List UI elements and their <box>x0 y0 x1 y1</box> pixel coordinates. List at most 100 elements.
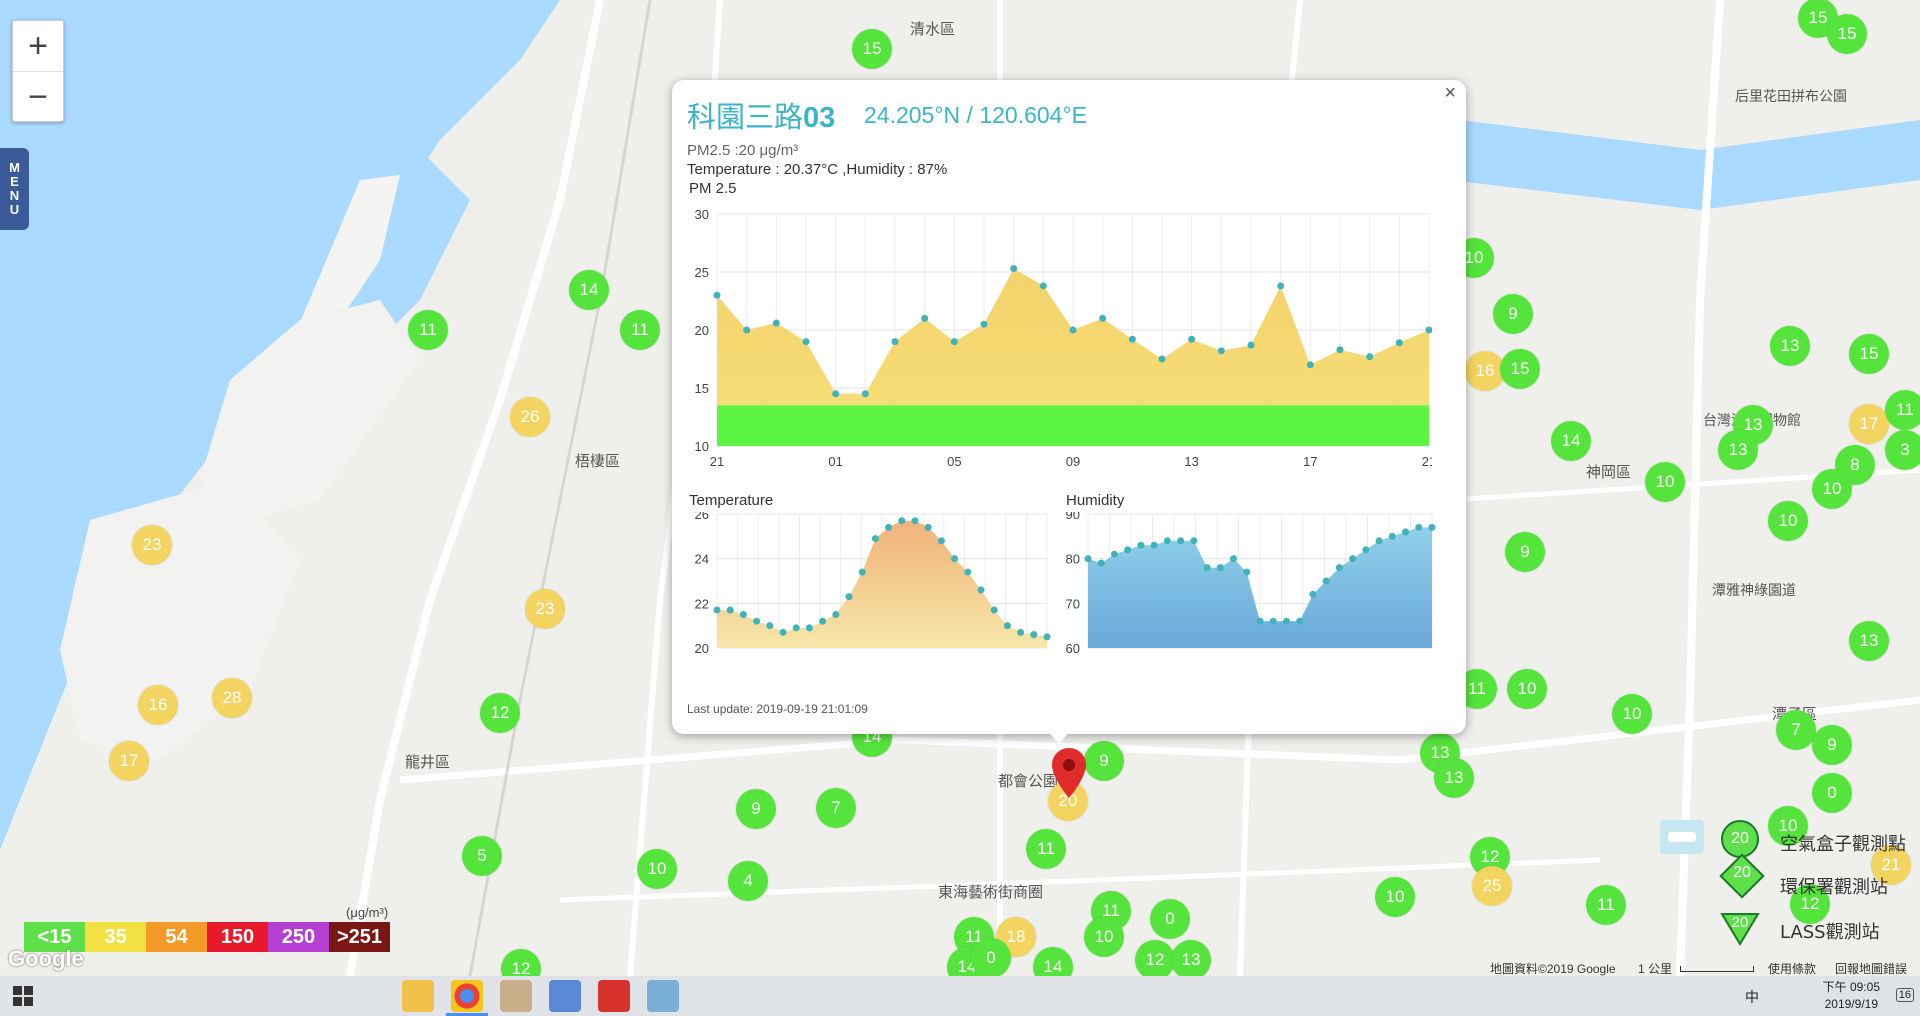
station-marker[interactable]: 9 <box>1812 725 1852 765</box>
station-marker[interactable]: 10 <box>1768 501 1808 541</box>
popup-pointer <box>1047 730 1071 744</box>
station-marker[interactable]: 14 <box>569 270 609 310</box>
station-marker[interactable]: 12 <box>480 693 520 733</box>
clock-time: 下午 09:05 <box>1822 980 1880 994</box>
station-marker[interactable]: 10 <box>1812 469 1852 509</box>
station-marker[interactable]: 21 <box>1871 845 1911 885</box>
station-marker[interactable]: 9 <box>1493 294 1533 334</box>
station-marker[interactable]: 7 <box>1776 710 1816 750</box>
station-marker[interactable]: 11 <box>1026 829 1066 869</box>
data-point <box>1084 555 1092 563</box>
station-marker[interactable]: 7 <box>816 788 856 828</box>
station-coords: 24.205°N / 120.604°E <box>864 102 1088 128</box>
station-marker[interactable]: 15 <box>1849 334 1889 374</box>
notification-badge[interactable]: 16 <box>1895 988 1914 1002</box>
station-marker[interactable]: 10 <box>1507 669 1547 709</box>
app-icon[interactable] <box>500 980 532 1012</box>
taskbar-clock[interactable]: 下午 09:05 2019/9/19 <box>1823 979 1880 1013</box>
zoom-in-button[interactable]: + <box>28 26 48 65</box>
station-marker[interactable]: 15 <box>1827 14 1867 54</box>
station-marker[interactable]: 5 <box>462 836 502 876</box>
station-marker[interactable]: 13 <box>1171 940 1211 976</box>
station-marker[interactable]: 12 <box>501 949 541 976</box>
station-marker[interactable]: 12 <box>1790 884 1830 924</box>
map-pin-icon[interactable] <box>1052 748 1086 798</box>
station-marker[interactable]: 26 <box>510 397 550 437</box>
station-marker[interactable]: 0 <box>1812 773 1852 813</box>
station-marker[interactable]: 13 <box>1718 430 1758 470</box>
app-icon[interactable] <box>549 980 581 1012</box>
ime-indicator[interactable]: 中 <box>1745 990 1759 1006</box>
report-link[interactable]: 回報地圖錯誤 <box>1835 962 1908 976</box>
place-label: 潭雅神綠園道 <box>1712 583 1796 599</box>
station-marker[interactable]: 14 <box>1551 421 1591 461</box>
data-point <box>861 390 869 398</box>
station-marker[interactable]: 11 <box>408 310 448 350</box>
y-tick-label: 20 <box>695 323 709 338</box>
station-marker[interactable]: 16 <box>138 685 178 725</box>
sketchup-icon[interactable] <box>598 980 630 1012</box>
station-marker[interactable]: 0 <box>971 938 1011 976</box>
scale-bar <box>1680 966 1754 972</box>
station-marker[interactable]: 4 <box>728 861 768 901</box>
station-marker[interactable]: 28 <box>212 678 252 718</box>
data-point <box>1402 528 1410 536</box>
station-marker[interactable]: 11 <box>620 310 660 350</box>
station-marker[interactable]: 17 <box>1849 404 1889 444</box>
harbor-land-3 <box>60 480 300 760</box>
file-explorer-icon[interactable] <box>402 980 434 1012</box>
y-tick-label: 10 <box>695 439 709 454</box>
station-marker[interactable]: 15 <box>852 29 892 69</box>
app-icon[interactable] <box>647 980 679 1012</box>
station-marker[interactable]: 10 <box>637 849 677 889</box>
data-point <box>951 555 959 563</box>
zoom-out-button[interactable]: − <box>13 71 63 122</box>
menu-tab[interactable]: M E N U <box>0 148 29 230</box>
legend-airbox-marker: 20 <box>1721 820 1759 858</box>
station-marker[interactable]: 11 <box>1885 390 1920 430</box>
series-area <box>717 268 1429 446</box>
menu-letter: E <box>10 174 19 189</box>
x-tick-label: 21 <box>710 454 724 468</box>
x-tick-label: 09 <box>1066 454 1080 468</box>
windows-start-icon[interactable] <box>13 986 33 1006</box>
data-point <box>1309 590 1317 598</box>
station-marker[interactable]: 9 <box>736 789 776 829</box>
station-marker[interactable]: 10 <box>1612 694 1652 734</box>
station-marker[interactable]: 10 <box>1768 806 1808 846</box>
data-point <box>1128 335 1136 343</box>
station-marker[interactable]: 23 <box>132 525 172 565</box>
station-marker[interactable]: 13 <box>1849 621 1889 661</box>
station-marker[interactable]: 13 <box>1770 326 1810 366</box>
station-marker[interactable]: 18 <box>996 917 1036 957</box>
map-canvas[interactable]: 清水區 梧棲區 龍井區 神岡區 潭子區 東海藝術街商圈 都會公園 后里花田拼布公… <box>0 0 1920 976</box>
station-marker[interactable]: 3 <box>1885 430 1920 470</box>
station-marker[interactable]: 25 <box>1472 866 1512 906</box>
station-marker[interactable]: 10 <box>1084 917 1124 957</box>
terms-link[interactable]: 使用條款 <box>1768 962 1817 976</box>
chrome-icon[interactable] <box>451 980 483 1012</box>
selected-station-marker[interactable]: 20 <box>1048 781 1088 821</box>
station-marker[interactable]: 10 <box>1645 462 1685 502</box>
station-marker[interactable]: 11 <box>1586 885 1626 925</box>
station-marker[interactable]: 12 <box>1135 940 1175 976</box>
data-point <box>891 338 899 346</box>
station-marker[interactable]: 13 <box>1434 758 1474 798</box>
station-marker[interactable]: 15 <box>1500 349 1540 389</box>
station-marker[interactable]: 17 <box>109 741 149 781</box>
station-marker[interactable]: 14 <box>1033 947 1073 976</box>
place-label: 清水區 <box>910 20 956 38</box>
station-marker[interactable]: 23 <box>525 589 565 629</box>
station-marker[interactable]: 16 <box>1465 351 1505 391</box>
humidity-chart-label: Humidity <box>1066 492 1125 509</box>
data-point <box>977 586 985 594</box>
x-tick-label: 21 <box>1422 454 1432 468</box>
station-marker[interactable]: 9 <box>1505 532 1545 572</box>
close-icon[interactable]: × <box>1444 82 1456 104</box>
data-point <box>1124 546 1132 554</box>
station-marker[interactable]: 9 <box>1084 741 1124 781</box>
station-marker[interactable]: 0 <box>1150 899 1190 939</box>
taskbar: 中 下午 09:05 2019/9/19 16 <box>0 976 1920 1016</box>
station-marker[interactable]: 10 <box>1375 877 1415 917</box>
data-point <box>832 611 840 618</box>
